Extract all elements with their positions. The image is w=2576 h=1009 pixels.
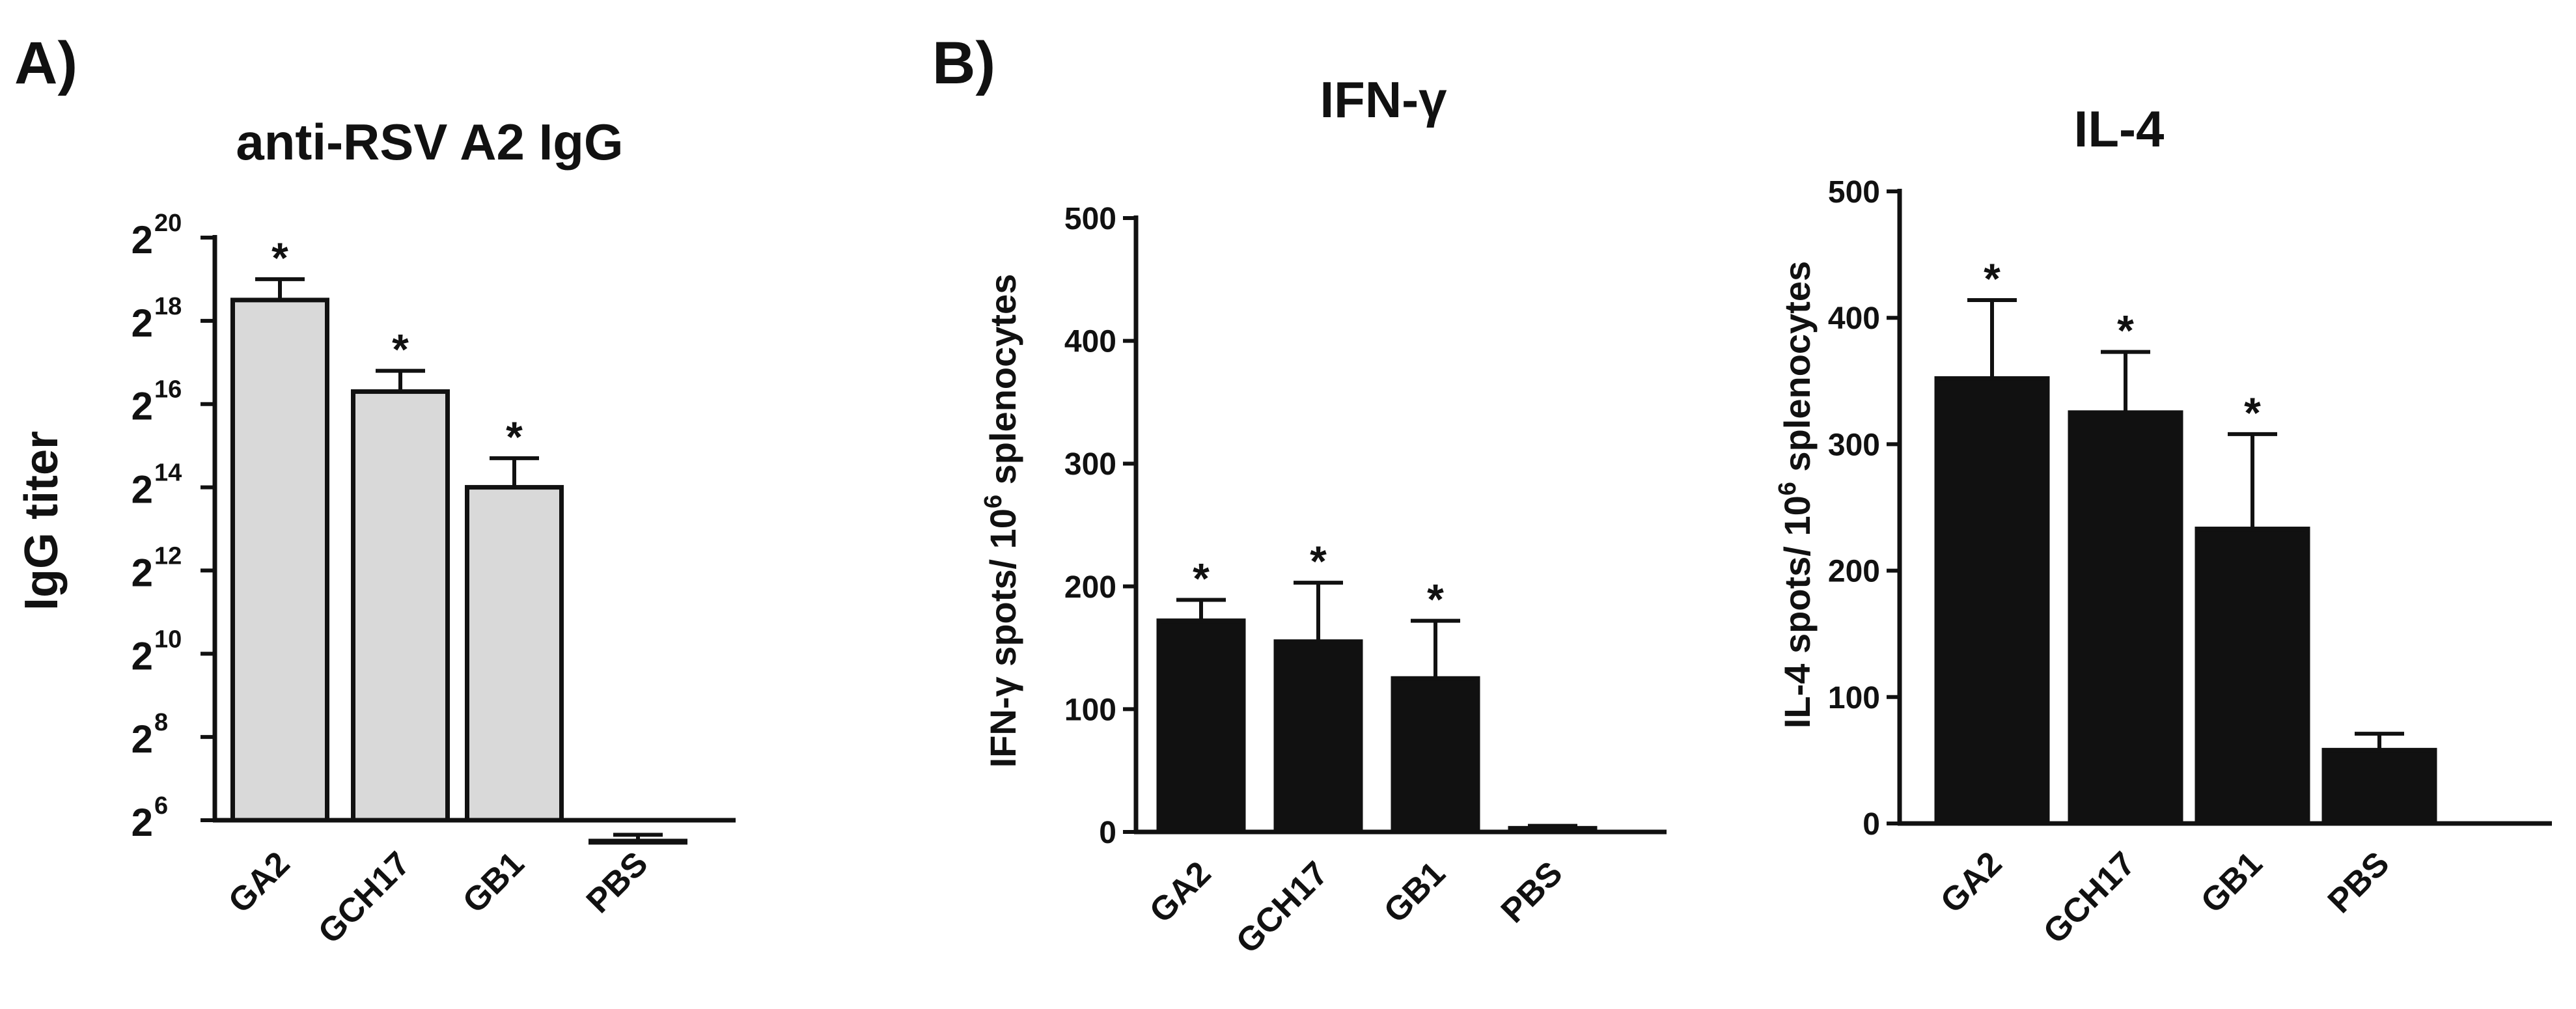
y-tick-label: 500 bbox=[1828, 175, 1880, 210]
x-category-label: GB1 bbox=[456, 844, 532, 920]
significance-star: * bbox=[392, 325, 409, 374]
y-tick-label-exponent: 12 bbox=[154, 542, 182, 570]
bar-gch17 bbox=[351, 389, 450, 823]
panel-a-letter: A) bbox=[14, 30, 77, 96]
x-category-label: PBS bbox=[2321, 844, 2397, 920]
y-axis-label: IgG titer bbox=[16, 431, 68, 611]
y-tick-label-exponent: 20 bbox=[154, 210, 182, 237]
y-tick-label: 400 bbox=[1828, 301, 1880, 336]
y-tick-label-base: 2 bbox=[132, 301, 153, 345]
panel-b-letter: B) bbox=[932, 30, 995, 96]
x-category-label: GCH17 bbox=[1229, 854, 1336, 961]
bar-ga2 bbox=[1934, 376, 2050, 826]
y-tick-label-exponent: 8 bbox=[154, 709, 168, 736]
x-category-label: GCH17 bbox=[311, 844, 418, 951]
x-category-label: PBS bbox=[579, 844, 656, 920]
y-tick-label-base: 2 bbox=[132, 717, 153, 761]
bar-ga2 bbox=[230, 297, 329, 823]
y-tick-label: 200 bbox=[1828, 555, 1880, 589]
chart-title: IL-4 bbox=[2074, 100, 2165, 158]
significance-star: * bbox=[1193, 555, 1210, 603]
x-category-label: GA2 bbox=[221, 844, 298, 920]
y-axis-label: IFN-γ spots/ 106 splenocytes bbox=[980, 274, 1023, 768]
y-tick-label: 0 bbox=[1863, 807, 1880, 842]
y-tick-label: 100 bbox=[1828, 681, 1880, 715]
x-category-label: GCH17 bbox=[2036, 844, 2143, 951]
significance-star: * bbox=[2244, 389, 2261, 437]
x-category-label: GB1 bbox=[2194, 844, 2270, 920]
y-tick-label: 0 bbox=[1099, 816, 1116, 850]
bar-gb1 bbox=[1391, 676, 1480, 835]
y-tick-label: 300 bbox=[1064, 447, 1116, 482]
bar-pbs bbox=[1508, 825, 1598, 835]
x-category-label: GB1 bbox=[1377, 854, 1453, 930]
x-category-label: GA2 bbox=[1143, 854, 1219, 930]
bar-gch17 bbox=[1273, 639, 1363, 835]
y-tick-label: 400 bbox=[1064, 325, 1116, 359]
y-tick-label-base: 2 bbox=[132, 385, 153, 428]
y-tick-label-exponent: 6 bbox=[154, 792, 168, 820]
y-tick-label-base: 2 bbox=[132, 218, 153, 262]
y-tick-label-base: 2 bbox=[132, 468, 153, 512]
x-category-label: PBS bbox=[1494, 854, 1570, 930]
chart-title: IFN-γ bbox=[1320, 71, 1448, 128]
significance-star: * bbox=[1427, 575, 1444, 624]
y-axis-label: IL-4 spots/ 106 splenocytes bbox=[1774, 261, 1818, 728]
y-tick-label-base: 2 bbox=[132, 634, 153, 678]
significance-star: * bbox=[1310, 537, 1327, 585]
y-tick-label-exponent: 14 bbox=[154, 460, 182, 487]
y-tick-label: 100 bbox=[1064, 693, 1116, 727]
y-tick-label: 500 bbox=[1064, 202, 1116, 236]
x-category-label: GA2 bbox=[1933, 844, 2010, 920]
significance-star: * bbox=[2117, 307, 2134, 355]
y-tick-label-exponent: 10 bbox=[154, 626, 182, 653]
chart-title: anti-RSV A2 IgG bbox=[236, 113, 623, 171]
bar-pbs bbox=[589, 838, 687, 845]
y-tick-label-base: 2 bbox=[132, 551, 153, 594]
y-tick-label: 200 bbox=[1064, 570, 1116, 605]
bar-pbs bbox=[2321, 747, 2437, 826]
y-tick-label-base: 2 bbox=[132, 801, 153, 844]
y-tick-label: 300 bbox=[1828, 428, 1880, 462]
significance-star: * bbox=[271, 234, 288, 282]
y-tick-label-exponent: 16 bbox=[154, 376, 182, 404]
chart-il-4: IL-4 IL-4 spots/ 106 splenocytes 0 100 200 30… bbox=[1774, 100, 2552, 951]
bar-gb1 bbox=[2195, 527, 2310, 826]
chart-ifn-gamma: IFN-γ IFN-γ spots/ 106 splenocytes 0 100 200… bbox=[980, 71, 1667, 961]
significance-star: * bbox=[506, 413, 523, 461]
significance-star: * bbox=[1984, 255, 2001, 303]
bar-ga2 bbox=[1156, 618, 1246, 835]
bar-gb1 bbox=[465, 485, 564, 823]
bar-gch17 bbox=[2068, 410, 2183, 826]
y-tick-label-exponent: 18 bbox=[154, 293, 182, 320]
